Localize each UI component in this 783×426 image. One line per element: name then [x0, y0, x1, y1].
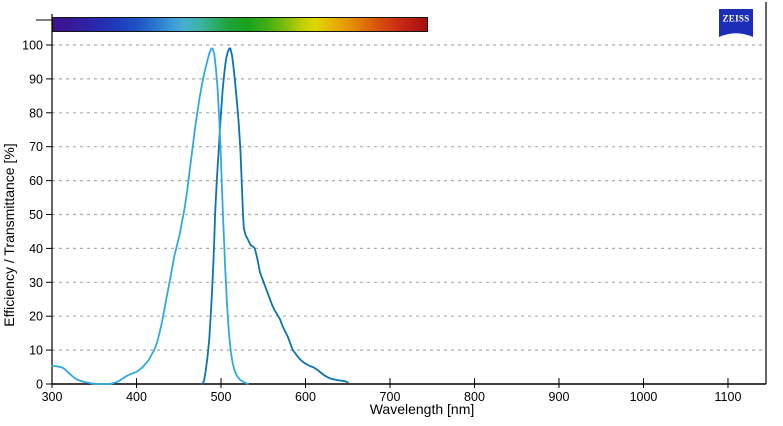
zeiss-logo-text: ZEISS	[722, 14, 749, 24]
excitation-spectrum	[51, 47, 249, 385]
x-tick-label: 400	[126, 390, 147, 404]
emission-spectrum	[201, 47, 349, 385]
x-tick-label: 800	[464, 390, 485, 404]
x-tick-label: 700	[380, 390, 401, 404]
zeiss-logo: ZEISS	[719, 9, 753, 37]
y-tick-label: 40	[29, 242, 43, 256]
zeiss-logo-shape	[719, 9, 753, 37]
y-tick-label: 30	[29, 276, 43, 290]
x-tick-label: 900	[549, 390, 570, 404]
y-tick-label: 80	[29, 106, 43, 120]
x-tick-label: 600	[295, 390, 316, 404]
y-axis-title: Efficiency / Transmittance [%]	[1, 143, 17, 326]
y-tick-label: 20	[29, 310, 43, 324]
x-tick-label: 1100	[715, 390, 742, 404]
y-tick-label: 50	[29, 208, 43, 222]
chart-plot-area: 0 10 20 30 40 50 60 70 80 90 100 300 400 500 600 700 800…	[22, 2, 767, 404]
y-tick-label: 0	[36, 378, 43, 392]
y-tick-label: 10	[29, 344, 43, 358]
x-tick-label: 500	[211, 390, 232, 404]
x-axis-title: Wavelength [nm]	[370, 401, 475, 417]
y-tick-label: 70	[29, 140, 43, 154]
x-tick-label: 1000	[630, 390, 658, 404]
y-tick-label: 60	[29, 174, 43, 188]
x-tick-label: 300	[42, 390, 63, 404]
y-tick-label: 90	[29, 72, 43, 86]
y-tick-label: 100	[22, 39, 43, 53]
